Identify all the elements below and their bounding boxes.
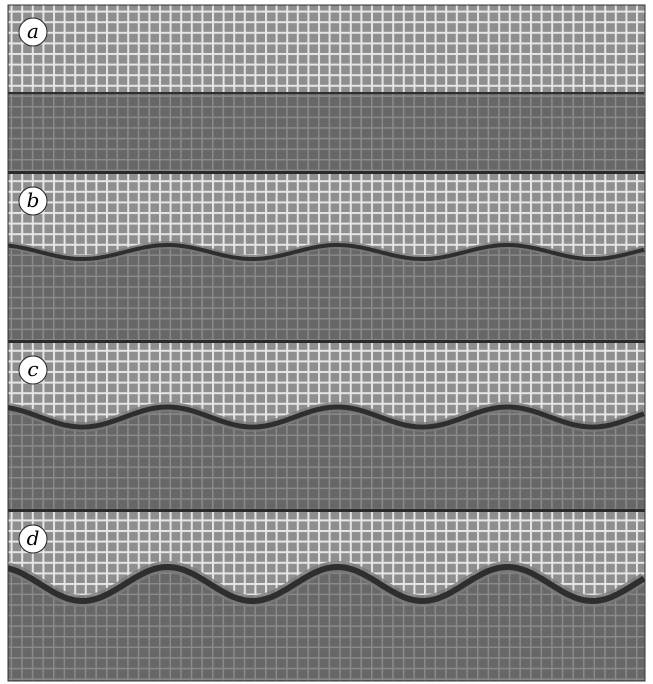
panel-edge [8, 340, 645, 343]
panel-edge [8, 171, 645, 174]
panel-label: b [27, 188, 40, 212]
panel-edge [8, 509, 645, 512]
panel-body [8, 174, 645, 343]
dark-region [8, 93, 645, 174]
panel: d [8, 512, 645, 681]
panel-label: d [27, 526, 40, 550]
panel: b [8, 174, 645, 343]
page: abcd (() => { const data = JSON.parse(do… [0, 0, 653, 684]
panel: c [8, 343, 645, 512]
panel-body [8, 512, 645, 681]
panel-label: a [27, 19, 39, 43]
figure: a b c d [0, 0, 653, 684]
panel: a [8, 5, 645, 174]
panel-body [8, 5, 645, 174]
panel-body [8, 343, 645, 512]
panel-label: c [27, 357, 38, 381]
